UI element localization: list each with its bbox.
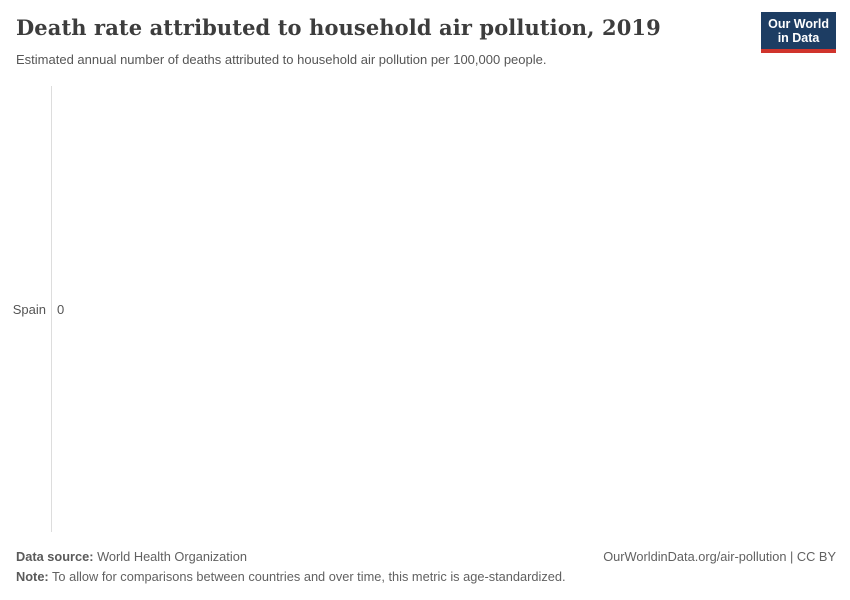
chart-title: Death rate attributed to household air p… [16, 15, 661, 40]
value-label-spain: 0 [57, 302, 65, 317]
note-label: Note: [16, 569, 49, 584]
y-axis-line [51, 86, 52, 532]
data-source-label: Data source: [16, 549, 94, 564]
entity-label-spain[interactable]: Spain [12, 302, 46, 317]
data-source: Data source: World Health Organization [16, 549, 247, 564]
chart-note: Note: To allow for comparisons between c… [16, 569, 796, 584]
chart-subtitle: Estimated annual number of deaths attrib… [16, 52, 547, 67]
note-value: To allow for comparisons between countri… [48, 569, 566, 584]
owid-logo[interactable]: Our World in Data [761, 12, 836, 53]
owid-logo-line2: in Data [777, 31, 820, 45]
owid-link[interactable]: OurWorldinData.org/air-pollution | CC BY [603, 549, 836, 564]
owid-logo-line1: Our World [768, 17, 829, 31]
data-source-value: World Health Organization [93, 549, 247, 564]
